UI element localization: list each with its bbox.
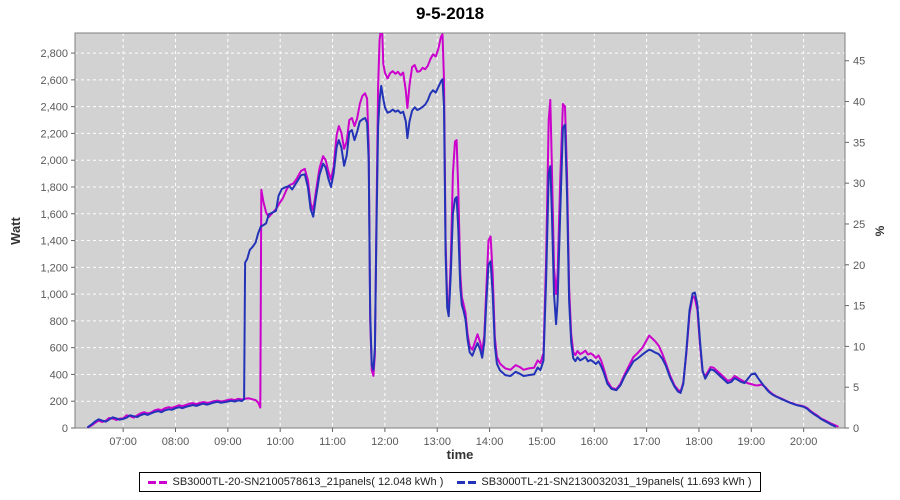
y-axis-tick-label: 2,600 <box>40 75 68 87</box>
y-axis-tick-label: 2,400 <box>40 102 68 114</box>
right-axis-tick-label: 15 <box>853 301 865 313</box>
plot-border <box>74 32 846 429</box>
y-axis-tick-label: 1,000 <box>40 289 68 301</box>
right-axis-tick-label: 40 <box>853 97 865 109</box>
y-axis-tick-label: 2,000 <box>40 155 68 167</box>
right-axis-tick-label: 0 <box>853 423 859 435</box>
legend-label: SB3000TL-21-SN2130032031_19panels( 11.69… <box>481 476 752 488</box>
legend-item-inverter-21: SB3000TL-21-SN2130032031_19panels( 11.69… <box>457 476 752 488</box>
legend: SB3000TL-20-SN2100578613_21panels( 12.04… <box>0 472 900 492</box>
legend-label: SB3000TL-20-SN2100578613_21panels( 12.04… <box>172 476 444 488</box>
legend-line-sample-blue <box>457 480 477 484</box>
y-axis-tick-label: 400 <box>50 369 68 381</box>
x-axis-tick-label: 13:00 <box>423 436 451 448</box>
y-axis-tick-label: 1,400 <box>40 236 68 248</box>
y-axis-tick-label: 800 <box>50 316 68 328</box>
x-axis-tick-label: 11:00 <box>319 436 346 448</box>
y-axis-tick-label: 1,800 <box>40 182 68 194</box>
y-axis-tick-label: 2,800 <box>40 48 68 60</box>
x-axis-tick-label: 20:00 <box>790 436 818 448</box>
right-axis-tick-label: 35 <box>853 137 865 149</box>
legend-frame: SB3000TL-20-SN2100578613_21panels( 12.04… <box>139 472 761 492</box>
x-axis-tick-label: 12:00 <box>371 436 399 448</box>
x-axis-tick-label: 19:00 <box>738 436 766 448</box>
right-axis-tick-label: 45 <box>853 56 865 68</box>
x-axis-tick-label: 09:00 <box>214 436 242 448</box>
y-axis-tick-label: 0 <box>62 423 68 435</box>
x-axis-tick-label: 18:00 <box>685 436 713 448</box>
y-axis-tick-label: 200 <box>50 396 68 408</box>
x-axis-tick-label: 10:00 <box>266 436 294 448</box>
y-axis-tick-label: 1,600 <box>40 209 68 221</box>
right-axis-tick-label: 25 <box>853 219 865 231</box>
y-axis-tick-label: 1,200 <box>40 262 68 274</box>
x-axis-tick-label: 16:00 <box>581 436 609 448</box>
x-axis-tick-label: 14:00 <box>476 436 504 448</box>
y-axis-title-right: % <box>873 225 887 236</box>
legend-line-sample-magenta <box>148 480 168 484</box>
legend-item-inverter-20: SB3000TL-20-SN2100578613_21panels( 12.04… <box>148 476 443 488</box>
x-axis-tick-label: 15:00 <box>528 436 556 448</box>
x-axis-title: time <box>447 447 474 462</box>
right-axis-tick-label: 10 <box>853 341 865 353</box>
chart-title: 9-5-2018 <box>415 4 485 23</box>
right-axis-tick-label: 30 <box>853 178 865 190</box>
x-axis-tick-label: 07:00 <box>109 436 137 448</box>
y-axis-tick-label: 600 <box>50 343 68 355</box>
right-axis-tick-label: 5 <box>853 382 859 394</box>
y-axis-tick-label: 2,200 <box>40 128 68 140</box>
y-axis-title-left: Watt <box>8 216 23 244</box>
x-axis-tick-label: 08:00 <box>162 436 190 448</box>
right-axis-tick-label: 20 <box>853 260 865 272</box>
line-chart: 02004006008001,0001,2001,4001,6001,8002,… <box>8 32 887 462</box>
series-line-1 <box>87 78 837 428</box>
x-axis-tick-label: 17:00 <box>633 436 661 448</box>
